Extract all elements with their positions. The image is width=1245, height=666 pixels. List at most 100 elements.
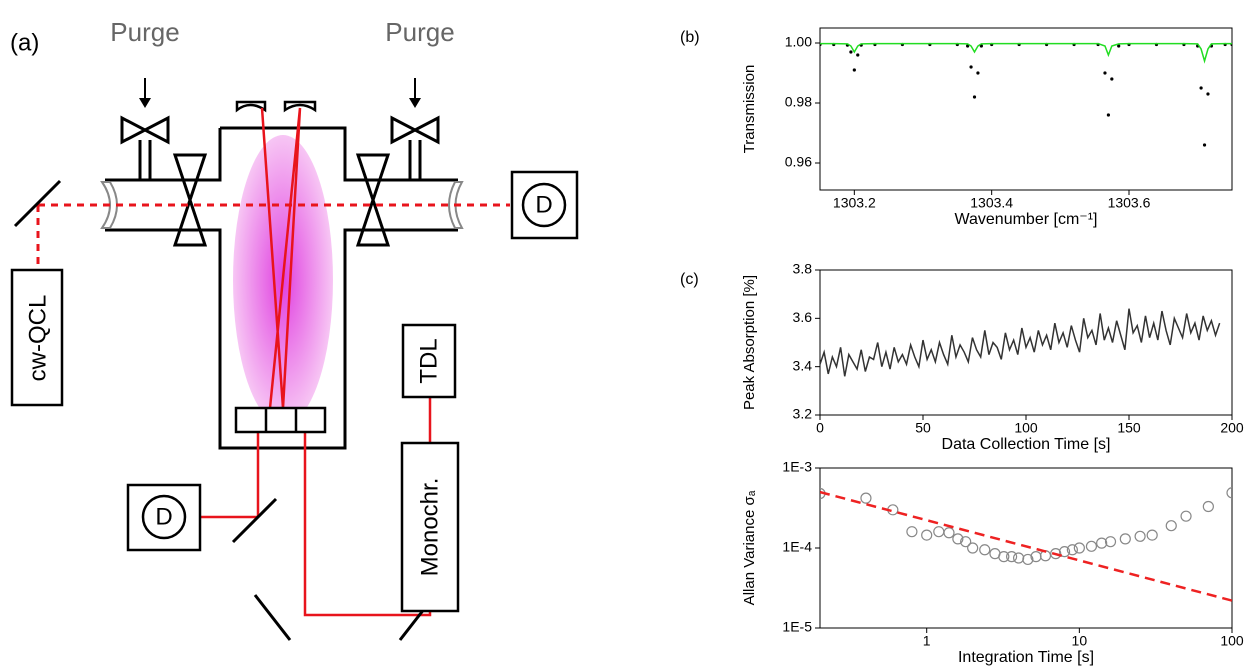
- purge-label: Purge: [110, 17, 179, 47]
- x-tick-label: 50: [915, 420, 931, 436]
- mirror: [13, 179, 62, 228]
- data-point: [906, 526, 918, 538]
- x-tick-label: 200: [1220, 420, 1244, 436]
- data-point: [860, 492, 872, 504]
- plot-layer: [820, 308, 1221, 377]
- detector-circle: [521, 182, 567, 228]
- chart: (c) 0 50 100 150 200 3.2 3.4 3.6 3.8 Data Collecti…: [680, 261, 1244, 454]
- window: [100, 181, 464, 229]
- series-line: [820, 42, 1232, 64]
- y-tick-label: 1.00: [785, 34, 812, 50]
- panel-label: (c): [680, 271, 699, 288]
- data-point: [849, 50, 853, 54]
- y-tick-label: 3.6: [793, 309, 813, 325]
- data-point: [976, 71, 980, 75]
- data-point: [1096, 537, 1108, 549]
- plot-frame: [819, 27, 1233, 191]
- data-point: [979, 544, 991, 556]
- monochromator-box: [400, 441, 460, 613]
- x-tick-label: 100: [1220, 633, 1244, 649]
- x-tick-label: 1303.6: [1108, 195, 1151, 211]
- valve: [355, 153, 391, 247]
- data-point: [1199, 86, 1203, 90]
- detector-label: D: [155, 503, 172, 530]
- y-tick-label: 3.8: [793, 261, 813, 277]
- data-point: [852, 68, 856, 72]
- x-tick-label: 100: [1014, 420, 1038, 436]
- data-point: [1165, 520, 1177, 532]
- purge-valve: [390, 115, 440, 145]
- detector-label: D: [535, 191, 552, 218]
- x-tick-label: 10: [1072, 633, 1088, 649]
- x-tick-label: 0: [816, 420, 824, 436]
- data-point: [933, 526, 945, 538]
- plot-layer: [820, 42, 1232, 147]
- data-point: [943, 527, 955, 539]
- panel-label: (b): [680, 29, 700, 46]
- purge-arrow: [144, 78, 416, 100]
- data-point: [1226, 487, 1232, 499]
- y-tick-label: 0.96: [785, 154, 812, 170]
- data-point: [1146, 529, 1158, 541]
- data-point: [1006, 551, 1018, 563]
- y-tick-label: 3.2: [793, 406, 813, 422]
- qcl-beam: [36, 203, 510, 270]
- tdl-label: TDL: [415, 338, 442, 383]
- purge-label: Purge: [385, 17, 454, 47]
- chart: (b) 1303.2 1303.4 1303.6 0.96 0.98 1.00 Wavenum…: [680, 27, 1233, 228]
- data-point: [960, 536, 972, 548]
- x-axis-label: Data Collection Time [s]: [942, 436, 1111, 453]
- data-point: [1058, 546, 1071, 558]
- arrow-head: [139, 98, 421, 108]
- data-point: [1117, 44, 1121, 48]
- data-point: [1073, 542, 1085, 554]
- data-point: [1103, 71, 1107, 75]
- data-point: [856, 53, 860, 57]
- y-axis-label: Allan Variance σₐ: [741, 490, 758, 605]
- y-tick-label: 3.4: [793, 357, 813, 373]
- data-point: [967, 542, 979, 554]
- data-point: [1110, 77, 1114, 81]
- plot-frame: [819, 467, 1233, 629]
- data-point: [1206, 92, 1210, 96]
- data-point: [1085, 540, 1098, 552]
- data-point: [921, 529, 933, 541]
- x-tick-label: 1303.2: [833, 195, 876, 211]
- cell-mirror: [235, 100, 317, 113]
- data-point: [972, 95, 977, 99]
- y-axis-label: Transmission: [741, 65, 758, 154]
- laser-box: [10, 268, 64, 407]
- y-axis-label: Peak Absorption [%]: [741, 275, 758, 410]
- data-point: [1013, 552, 1025, 564]
- monochromator-label: Monochr.: [416, 478, 443, 577]
- mirror: [231, 497, 278, 544]
- x-axis-label: Wavenumber [cm⁻¹]: [955, 211, 1098, 228]
- x-tick-label: 1303.4: [970, 195, 1013, 211]
- y-tick-label: 0.98: [785, 94, 812, 110]
- detector-circle: [141, 494, 187, 540]
- x-tick-label: 1: [923, 633, 931, 649]
- x-tick-label: 150: [1117, 420, 1141, 436]
- data-point: [1106, 113, 1110, 117]
- purge-valve: [120, 115, 170, 145]
- data-point: [952, 533, 964, 545]
- data-point: [1119, 533, 1131, 545]
- data-point: [1066, 544, 1078, 556]
- tdl-box: [401, 323, 457, 399]
- data-point: [1180, 510, 1192, 522]
- y-tick-label: 1E-3: [782, 459, 812, 475]
- cell-mirror-bottom: [234, 406, 327, 434]
- valve: [172, 153, 208, 247]
- data-point: [1050, 548, 1062, 560]
- y-tick-label: 1E-4: [782, 539, 812, 555]
- laser-label: cw-QCL: [24, 295, 51, 382]
- data-point: [998, 551, 1010, 563]
- series-line: [820, 490, 1232, 602]
- x-axis-label: Integration Time [s]: [958, 649, 1094, 666]
- series-line: [820, 308, 1221, 377]
- tdl-beam: [200, 107, 432, 617]
- panel-label: (a): [10, 29, 39, 56]
- data-point: [1202, 500, 1214, 513]
